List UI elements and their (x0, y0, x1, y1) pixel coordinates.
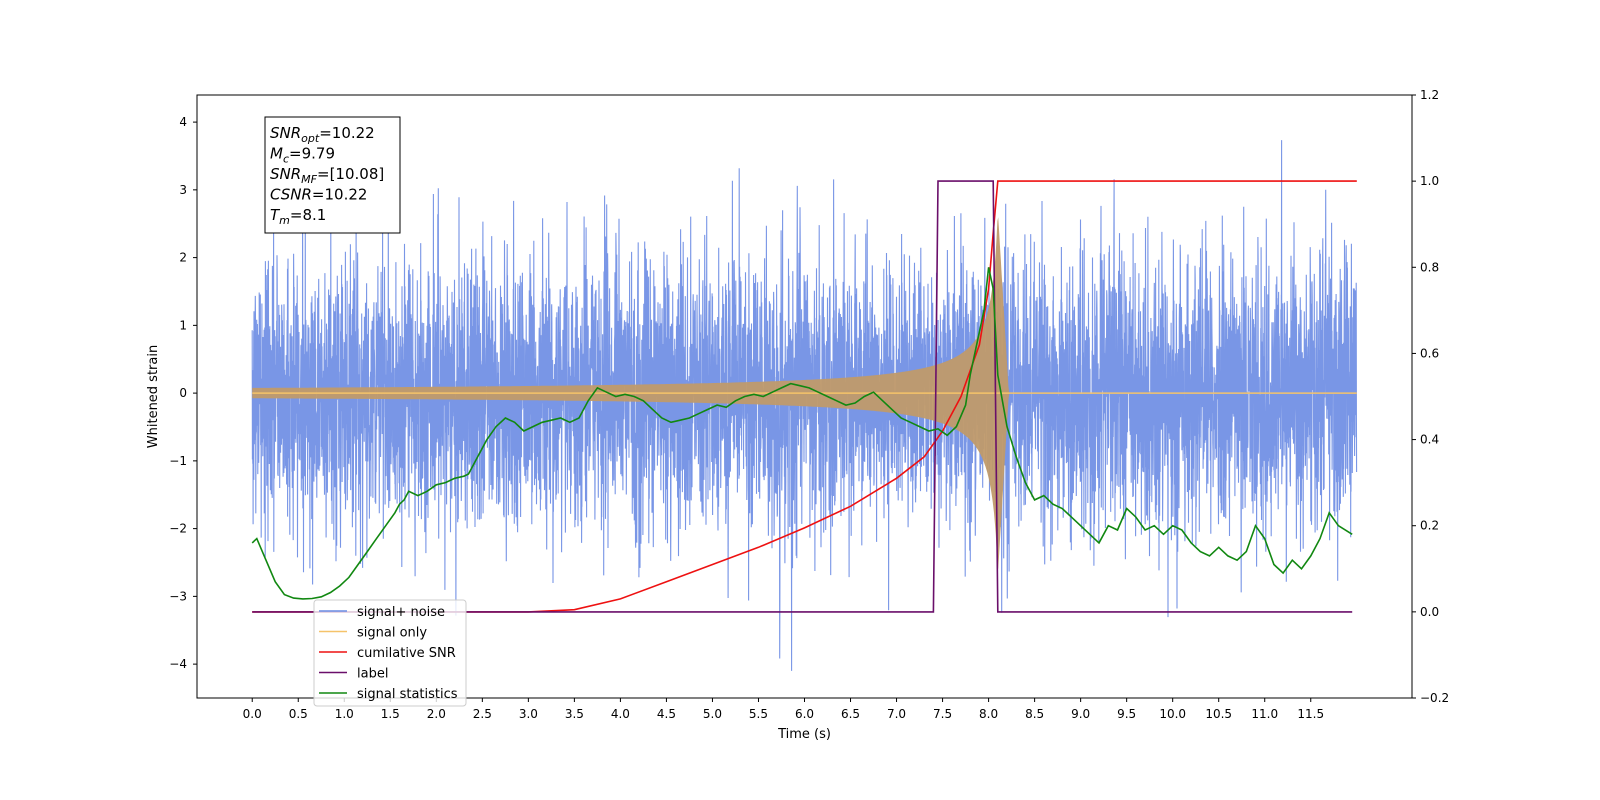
y-tick-label: 1 (179, 318, 187, 332)
y-tick-label: −3 (169, 589, 187, 603)
x-tick-label: 0.0 (243, 707, 262, 721)
x-tick-label: 1.0 (335, 707, 354, 721)
legend-label: cumilative SNR (357, 646, 456, 661)
series-signal-statistics (251, 267, 1353, 600)
x-tick-label: 10.0 (1159, 707, 1186, 721)
y2-tick-label: 0.0 (1420, 605, 1439, 619)
x-tick-label: 7.5 (933, 707, 952, 721)
annotation-line: Mc=9.79 (270, 145, 335, 166)
y2-tick-label: 0.4 (1420, 433, 1439, 447)
y-tick-label: 3 (179, 183, 187, 197)
annotation-line: CSNR=10.22 (270, 186, 367, 204)
y-tick-label: 0 (179, 386, 187, 400)
y-axis-right: 1.2 1.0 0.8 0.6 0.4 0.2 0.0 −0.2 (1412, 88, 1449, 705)
legend-label: label (357, 667, 388, 682)
x-axis-title: Time (s) (777, 727, 831, 742)
legend-label: signal only (357, 626, 427, 641)
x-tick-label: 2.5 (473, 707, 492, 721)
legend-label: signal+ noise (357, 605, 445, 620)
x-tick-label: 6.0 (795, 707, 814, 721)
annotation-line: Tm=8.1 (270, 206, 326, 227)
y-axis-title: Whitened strain (146, 345, 161, 448)
series-signal-noise (251, 140, 1358, 671)
legend: signal+ noise signal only cumilative SNR la… (313, 599, 467, 707)
x-tick-label: 8.5 (1025, 707, 1044, 721)
x-tick-label: 5.5 (749, 707, 768, 721)
x-tick-label: 3.0 (519, 707, 538, 721)
y-axis-left: 4 3 2 1 0 −1 −2 −3 −4 (169, 115, 197, 671)
x-tick-label: 7.0 (887, 707, 906, 721)
y-tick-label: 2 (179, 251, 187, 265)
x-tick-label: 4.5 (657, 707, 676, 721)
series-cumilative-snr (252, 180, 1357, 613)
legend-frame (313, 599, 467, 707)
y2-tick-label: 0.6 (1420, 346, 1439, 360)
x-tick-label: 9.5 (1117, 707, 1136, 721)
annotation-box: SNRopt=10.22Mc=9.79SNRMF=[10.08]CSNR=10.… (264, 116, 401, 234)
y-tick-label: 4 (179, 115, 187, 129)
x-tick-label: 10.5 (1205, 707, 1232, 721)
x-tick-label: 1.5 (381, 707, 400, 721)
legend-label: signal statistics (357, 687, 458, 702)
x-tick-label: 2.0 (427, 707, 446, 721)
annotation-line: SNRMF=[10.08] (270, 165, 384, 186)
x-tick-label: 5.0 (703, 707, 722, 721)
x-tick-label: 3.5 (565, 707, 584, 721)
plot-area (251, 140, 1358, 671)
annotation-frame (264, 116, 401, 234)
y-tick-label: −4 (169, 657, 187, 671)
x-tick-label: 4.0 (611, 707, 630, 721)
annotation-line: SNRopt=10.22 (270, 124, 375, 145)
series-label (252, 180, 1353, 613)
y-tick-label: −2 (169, 522, 187, 536)
x-tick-label: 6.5 (841, 707, 860, 721)
y2-tick-label: 1.0 (1420, 174, 1439, 188)
x-tick-label: 11.5 (1297, 707, 1324, 721)
x-tick-label: 0.5 (289, 707, 308, 721)
x-axis: 0.0 0.5 1.0 1.5 2.0 2.5 3.0 3.5 4.0 4.5 5.0 5.5 6.0 6… (243, 698, 1324, 721)
y2-tick-label: −0.2 (1420, 691, 1449, 705)
x-tick-label: 8.0 (979, 707, 998, 721)
y2-tick-label: 1.2 (1420, 88, 1439, 102)
x-tick-label: 11.0 (1251, 707, 1278, 721)
y2-tick-label: 0.8 (1420, 260, 1439, 274)
y-tick-label: −1 (169, 454, 187, 468)
x-tick-label: 9.0 (1071, 707, 1090, 721)
y2-tick-label: 0.2 (1420, 519, 1439, 533)
